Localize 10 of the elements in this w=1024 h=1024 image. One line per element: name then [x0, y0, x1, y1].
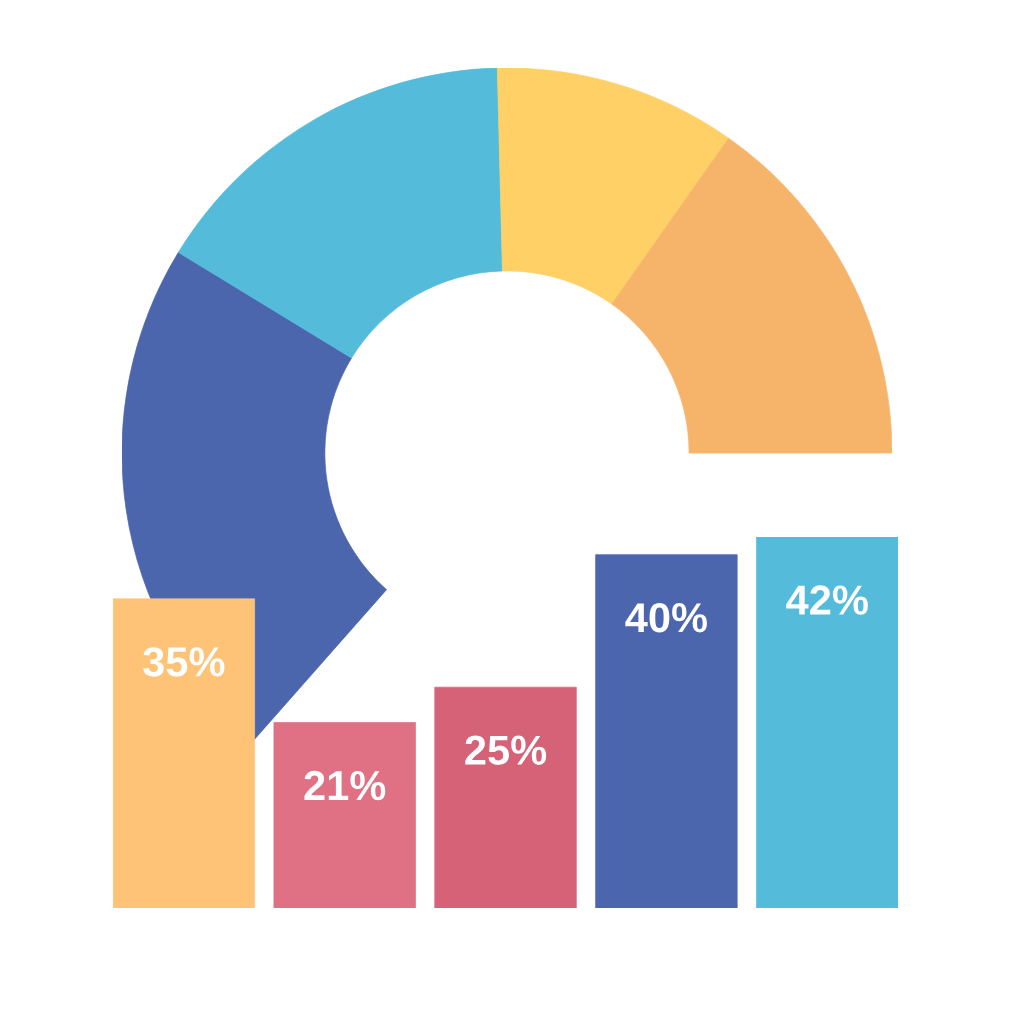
bar	[113, 598, 255, 908]
data-label: 42%	[786, 585, 868, 615]
data-label: 35%	[143, 647, 225, 677]
bar	[273, 722, 416, 908]
data-label: 25%	[465, 735, 547, 765]
bar	[434, 686, 577, 908]
bar	[756, 536, 899, 908]
bar	[595, 554, 738, 908]
data-label: 21%	[304, 770, 386, 801]
data-label: 40%	[625, 603, 708, 633]
